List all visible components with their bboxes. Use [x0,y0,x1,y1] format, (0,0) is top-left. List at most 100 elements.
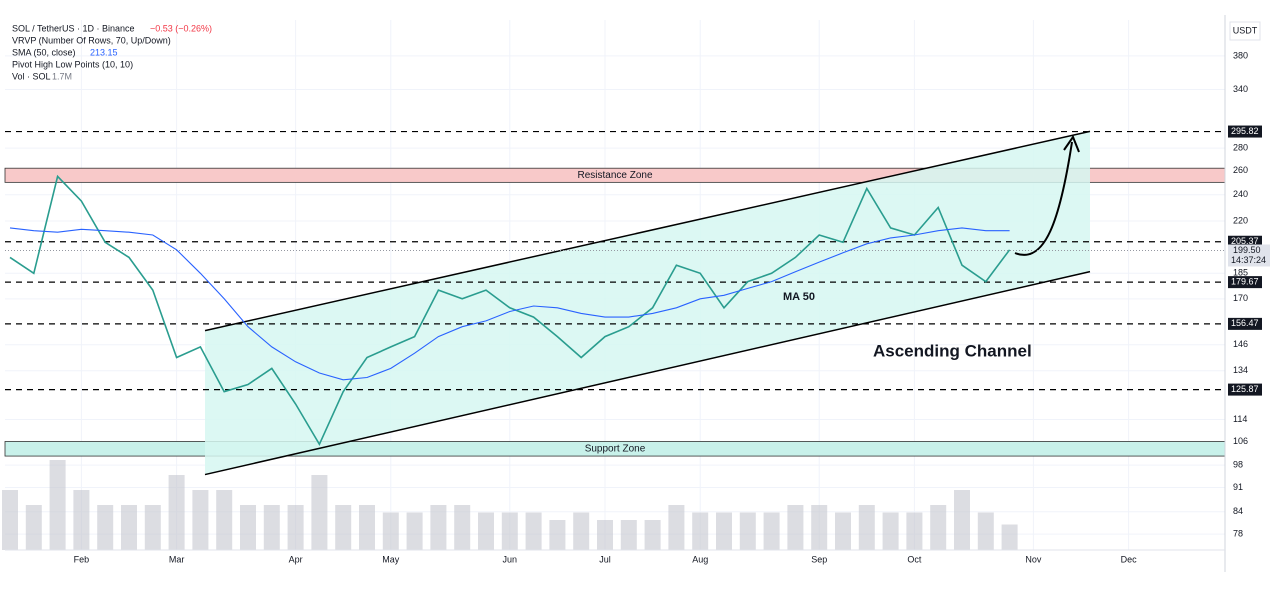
level-label: 205.37 [1231,236,1259,246]
volume-bar [192,490,209,550]
overlay: 380 340 280 260 240 220 185 170 146 134 114 106 98 91… [5,50,1270,564]
volume-bar [144,505,161,550]
x-tick-label: Jun [503,554,518,564]
sma-line [9,227,1010,381]
currency: USDT [1233,25,1258,35]
y-tick-label: 106 [1233,436,1248,446]
volume-bar [478,512,494,550]
zone-label: Resistance Zone [577,170,652,181]
symbol: SOL / TetherUS · 1D · Binance [12,23,135,33]
channel-fill [205,131,1090,475]
volume-bar [811,505,828,550]
x-tick-label: May [382,554,400,564]
arrow-head [1063,134,1080,153]
projection-arrow [1014,141,1073,256]
x-tick-label: Feb [74,554,90,564]
zone-label: Support Zone [585,443,646,454]
volume-bar [882,512,899,550]
y-tick-label: 98 [1233,460,1243,470]
volume-bar [335,505,352,550]
volume-label: Vol · SOL [12,71,51,81]
volume-bar [977,512,994,550]
level-label: 295.82 [1231,126,1259,136]
volume-bar [97,505,114,550]
y-tick-label: 78 [1233,528,1243,538]
y-tick-label: 91 [1233,482,1243,492]
x-tick-label: Mar [169,554,185,564]
volume-bar [597,520,613,550]
channel-line [204,130,1091,332]
y-tick-label: 114 [1233,414,1247,424]
volume-bar [430,505,447,550]
y-tick-label: 84 [1233,506,1243,516]
y-tick-label: 220 [1233,215,1248,225]
level-label: 179.67 [1231,276,1259,286]
currency-box [1229,21,1261,41]
volume-bar [549,520,566,550]
y-tick-label: 185 [1233,268,1248,278]
y-tick-label: 380 [1233,50,1248,60]
x-tick-label: Oct [907,554,922,564]
volume-bar [954,490,970,550]
volume-bar [287,505,304,550]
y-tick-label: 134 [1233,365,1248,375]
countdown: 14:37:24 [1231,255,1266,265]
volume-bar [240,505,256,550]
volume-bar [835,512,851,550]
volume-bar [858,505,875,550]
volume-bar [73,490,90,550]
volume-bar [359,505,375,550]
y-tick-label: 280 [1233,143,1248,153]
x-tick-label: Sep [811,554,827,564]
volume-bar [216,490,233,550]
volume-bar [311,475,328,550]
volume-bar [49,460,66,550]
channel-annotation: Ascending Channel [873,341,1032,360]
volume-bar [525,512,542,550]
x-tick-label: Aug [692,554,708,564]
channel-line [204,270,1091,476]
x-tick-label: Jul [599,554,611,564]
pivots-label: Pivot High Low Points (10, 10) [12,59,133,69]
x-tick-label: Dec [1121,554,1138,564]
level-label-box [1228,125,1262,138]
volume-bar [501,512,518,550]
volume-bar [692,512,709,550]
volume-bar [382,512,399,550]
volume-bar [739,512,756,550]
x-tick-label: Apr [289,554,303,564]
y-tick-label: 240 [1233,189,1248,199]
last-price-label: 199.50 [1233,245,1261,255]
volume-bar [121,505,137,550]
y-tick-label: 260 [1233,165,1248,175]
volume-value: 1.7M [52,71,72,81]
vrvp-label: VRVP (Number Of Rows, 70, Up/Down) [12,35,171,45]
volume-bar [454,505,471,550]
plot-base [2,20,1226,550]
change: −0.53 (−0.26%) [150,23,212,33]
volume-bar [263,505,280,550]
last-price-box [1228,244,1270,267]
y-tick-label: 340 [1233,84,1248,94]
volume-bar [25,505,42,550]
volume-bar [716,512,732,550]
level-label: 156.47 [1231,318,1259,328]
sma-value: 213.15 [90,47,118,57]
y-tick-label: 146 [1233,339,1248,349]
level-label: 125.87 [1231,384,1259,394]
level-label-box [1228,276,1262,289]
y-tick-label: 170 [1233,293,1248,303]
sma-label: SMA (50, close) [12,47,76,57]
volume-bar [930,505,947,550]
volume-bar [406,512,423,550]
volume-bar [668,505,685,550]
volume-bar [1001,524,1018,550]
volume-bar [787,505,804,550]
x-tick-label: Nov [1025,554,1042,564]
volume-bar [763,512,780,550]
volume-bar [644,520,661,550]
volume-bar [906,512,923,550]
volume-bar [573,512,590,550]
